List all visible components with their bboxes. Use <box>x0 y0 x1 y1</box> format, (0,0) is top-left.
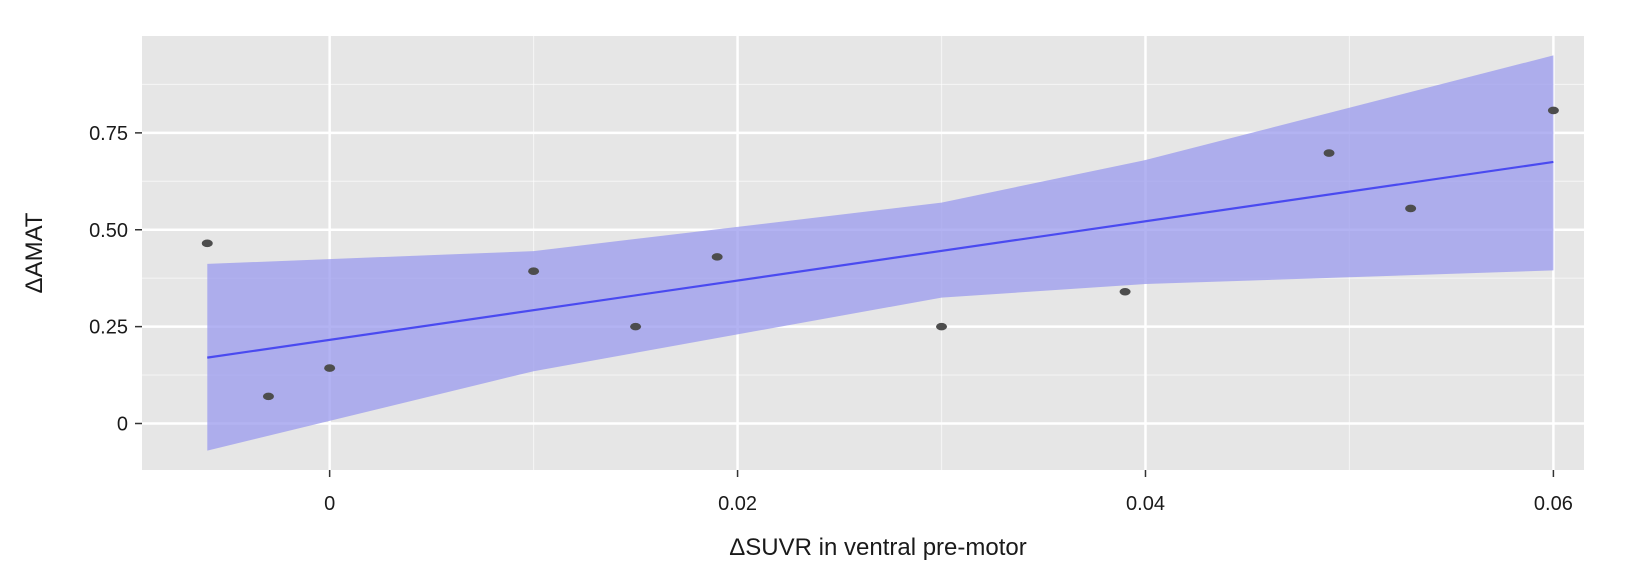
data-point <box>1547 106 1559 115</box>
fit-line <box>207 160 1554 359</box>
data-point <box>711 253 723 261</box>
x-tick-label: 0.04 <box>1126 493 1165 515</box>
y-tick-label: 0.50 <box>89 220 128 242</box>
data-point <box>1119 287 1131 296</box>
y-tick-label: 0.75 <box>89 123 128 145</box>
y-axis-title: ΔAMAT <box>21 212 48 293</box>
x-tick-label: 0 <box>324 493 335 515</box>
x-tick-label: 0.02 <box>718 493 757 515</box>
data-point <box>1405 204 1417 213</box>
x-axis: 0 0.02 0.04 0.06 <box>324 470 1573 515</box>
confidence-band <box>207 55 1554 451</box>
data-points <box>201 106 1559 401</box>
data-point <box>528 267 540 276</box>
y-axis: 0 0.25 0.50 0.75 <box>89 123 142 436</box>
x-axis-title: ΔSUVR in ventral pre-motor <box>729 534 1026 561</box>
data-point <box>630 322 642 331</box>
data-point <box>1323 149 1335 157</box>
y-tick-label: 0 <box>117 414 128 436</box>
data-point <box>324 364 336 372</box>
data-point <box>201 239 213 248</box>
data-point <box>262 392 274 401</box>
data-point <box>936 322 948 331</box>
y-tick-label: 0.25 <box>89 317 128 339</box>
x-tick-label: 0.06 <box>1534 493 1573 515</box>
